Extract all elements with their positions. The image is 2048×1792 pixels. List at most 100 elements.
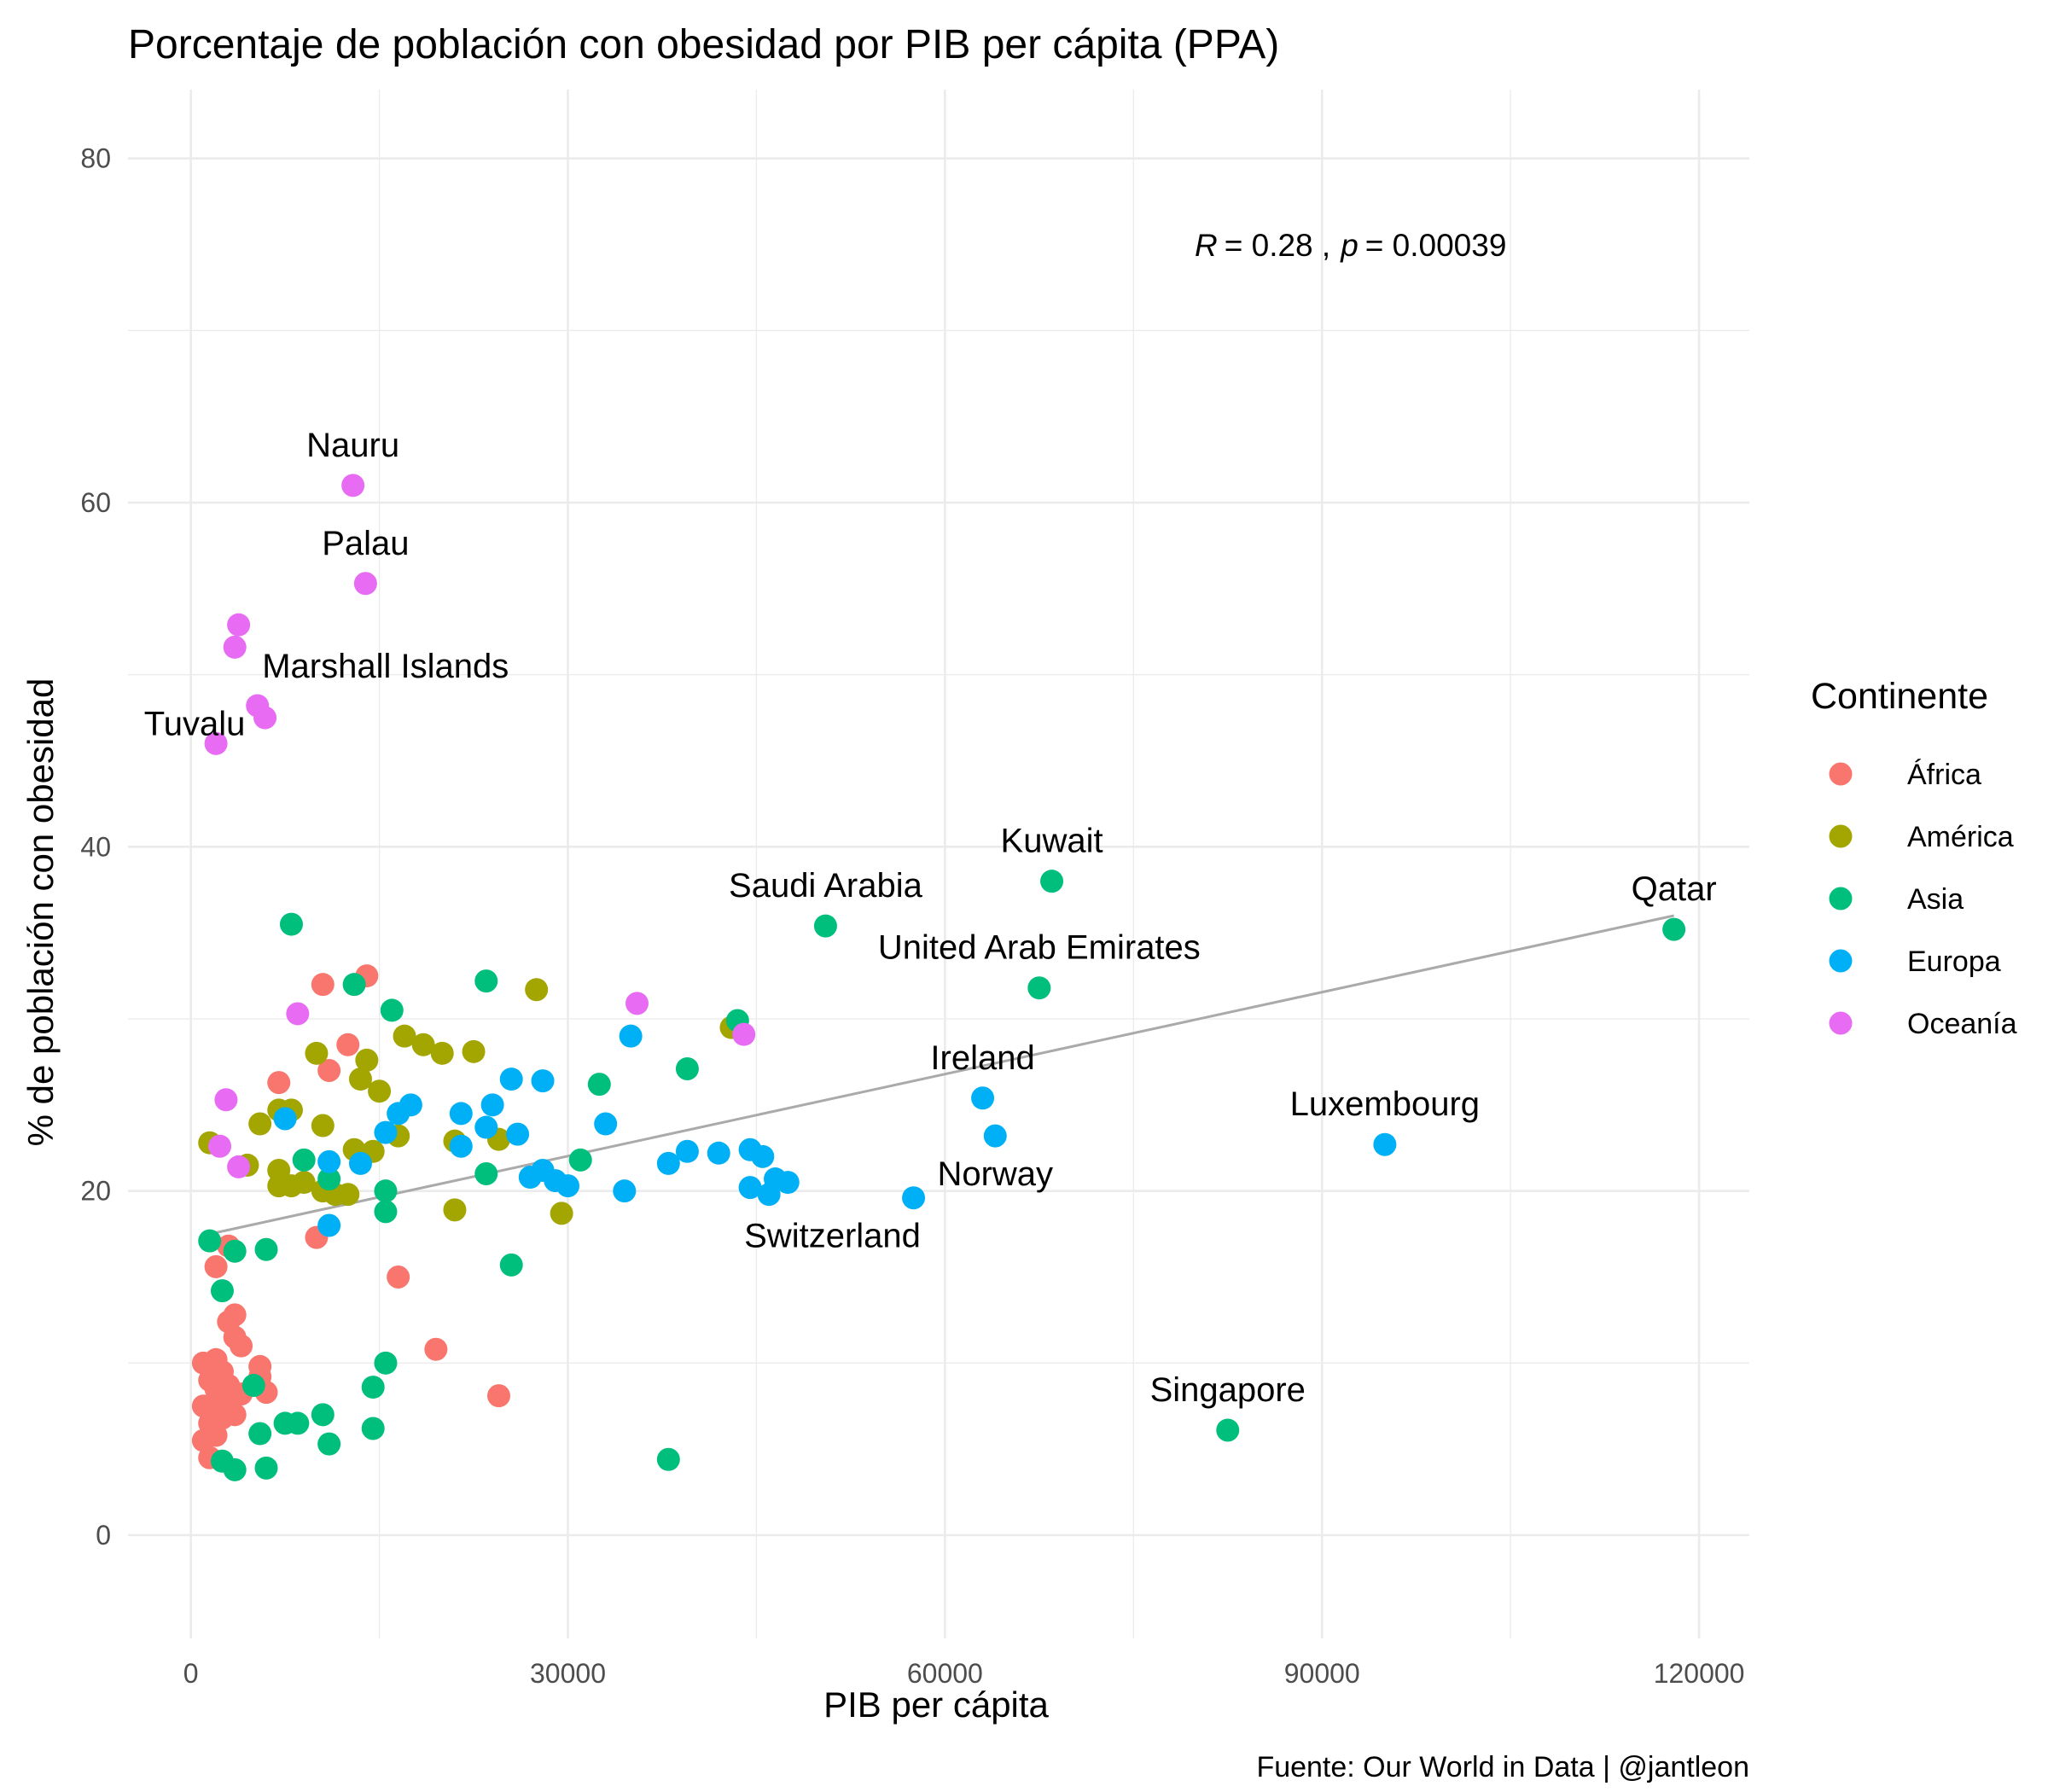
data-point [587,1073,611,1097]
data-point [443,1198,467,1222]
data-point [341,474,365,497]
data-point [210,1279,234,1303]
y-tick-label: 80 [80,143,111,174]
data-point [625,992,649,1015]
data-point [223,1239,247,1263]
data-point [480,1093,504,1117]
data-point [273,1107,297,1131]
legend-swatch [1829,887,1853,911]
data-point [675,1139,699,1163]
data-point [286,1411,310,1435]
data-point [317,1213,341,1237]
data-point [355,1048,379,1072]
data-point [1040,870,1064,893]
data-point [983,1124,1007,1148]
data-point [387,1102,410,1126]
data-point [776,1171,800,1195]
point-label: Saudi Arabia [729,867,923,905]
data-point [223,1457,247,1481]
point-label: Luxembourg [1290,1085,1480,1123]
tick-labels-group: 0 30000 60000 90000 120000 0 20 40 60 80 [80,143,1744,1689]
data-point [449,1134,473,1158]
data-point [317,1167,341,1191]
data-point [449,1102,473,1126]
data-point [506,1122,530,1146]
data-point [227,613,251,637]
x-tick-label: 30000 [530,1658,606,1689]
chart-title: Porcentaje de población con obesidad por… [128,22,1279,67]
data-point [204,1254,228,1278]
data-point [223,635,247,659]
legend-swatch [1829,762,1853,786]
data-point [227,1155,251,1178]
data-point [198,1229,222,1253]
data-point [241,1374,265,1398]
data-point [311,1403,335,1427]
data-point [813,914,837,938]
data-point [430,1041,454,1065]
data-point [368,1079,392,1103]
data-point [675,1056,699,1080]
data-point [656,1151,680,1175]
data-point [317,1432,341,1456]
legend-label: Asia [1907,883,1964,916]
legend-label: África [1907,759,1981,791]
data-point [568,1148,592,1172]
point-label: Nauru [306,427,399,464]
data-point [380,998,404,1022]
point-label: Norway [937,1155,1053,1193]
data-point [387,1265,410,1289]
point-label: United Arab Emirates [878,929,1201,967]
data-point [613,1179,637,1203]
data-point [348,1068,372,1091]
data-point [223,1403,247,1427]
data-point [342,973,366,997]
grid [128,90,1749,1638]
data-point [619,1024,643,1048]
data-point [204,1423,228,1447]
correlation-stat: R = 0.28 , p = 0.00039 [1195,228,1506,263]
point-label: Ireland [930,1039,1034,1077]
data-point [971,1086,995,1110]
data-point [254,1456,278,1480]
data-point [499,1068,523,1091]
data-point [248,1422,272,1446]
stat-p-value: = 0.00039 [1365,228,1507,263]
data-point [525,978,549,1002]
data-point [556,1174,580,1198]
data-point [751,1144,775,1168]
data-point [707,1141,730,1165]
point-label: Kuwait [1001,823,1103,860]
data-point [474,1162,498,1185]
point-label: Marshall Islands [262,648,509,685]
data-point [361,1376,385,1399]
legend-swatch [1829,824,1853,848]
data-point [311,1114,335,1137]
data-point [336,1033,360,1056]
legend-title: Continente [1811,676,1988,717]
data-point [518,1166,542,1190]
x-axis-title: PIB per cápita [823,1684,1049,1725]
data-point [1662,917,1686,941]
data-point [317,1059,341,1082]
data-point [550,1201,573,1225]
data-point [254,1237,278,1261]
data-point [317,1149,341,1173]
point-label: Switzerland [744,1218,921,1255]
point-label: Palau [322,525,409,562]
y-tick-label: 40 [80,831,111,862]
trend-line-group [209,914,1674,1236]
stat-p-label: p [1340,228,1359,263]
trend-line [209,914,1674,1236]
data-point [499,1253,523,1277]
data-point [305,1041,329,1065]
data-point [462,1039,486,1063]
data-point [374,1200,398,1224]
data-point [393,1024,416,1048]
data-point [424,1337,448,1361]
data-point [267,1071,291,1095]
point-label: Singapore [1150,1371,1306,1409]
data-point [594,1112,618,1136]
data-point [1216,1418,1240,1442]
y-tick-label: 20 [80,1176,111,1207]
